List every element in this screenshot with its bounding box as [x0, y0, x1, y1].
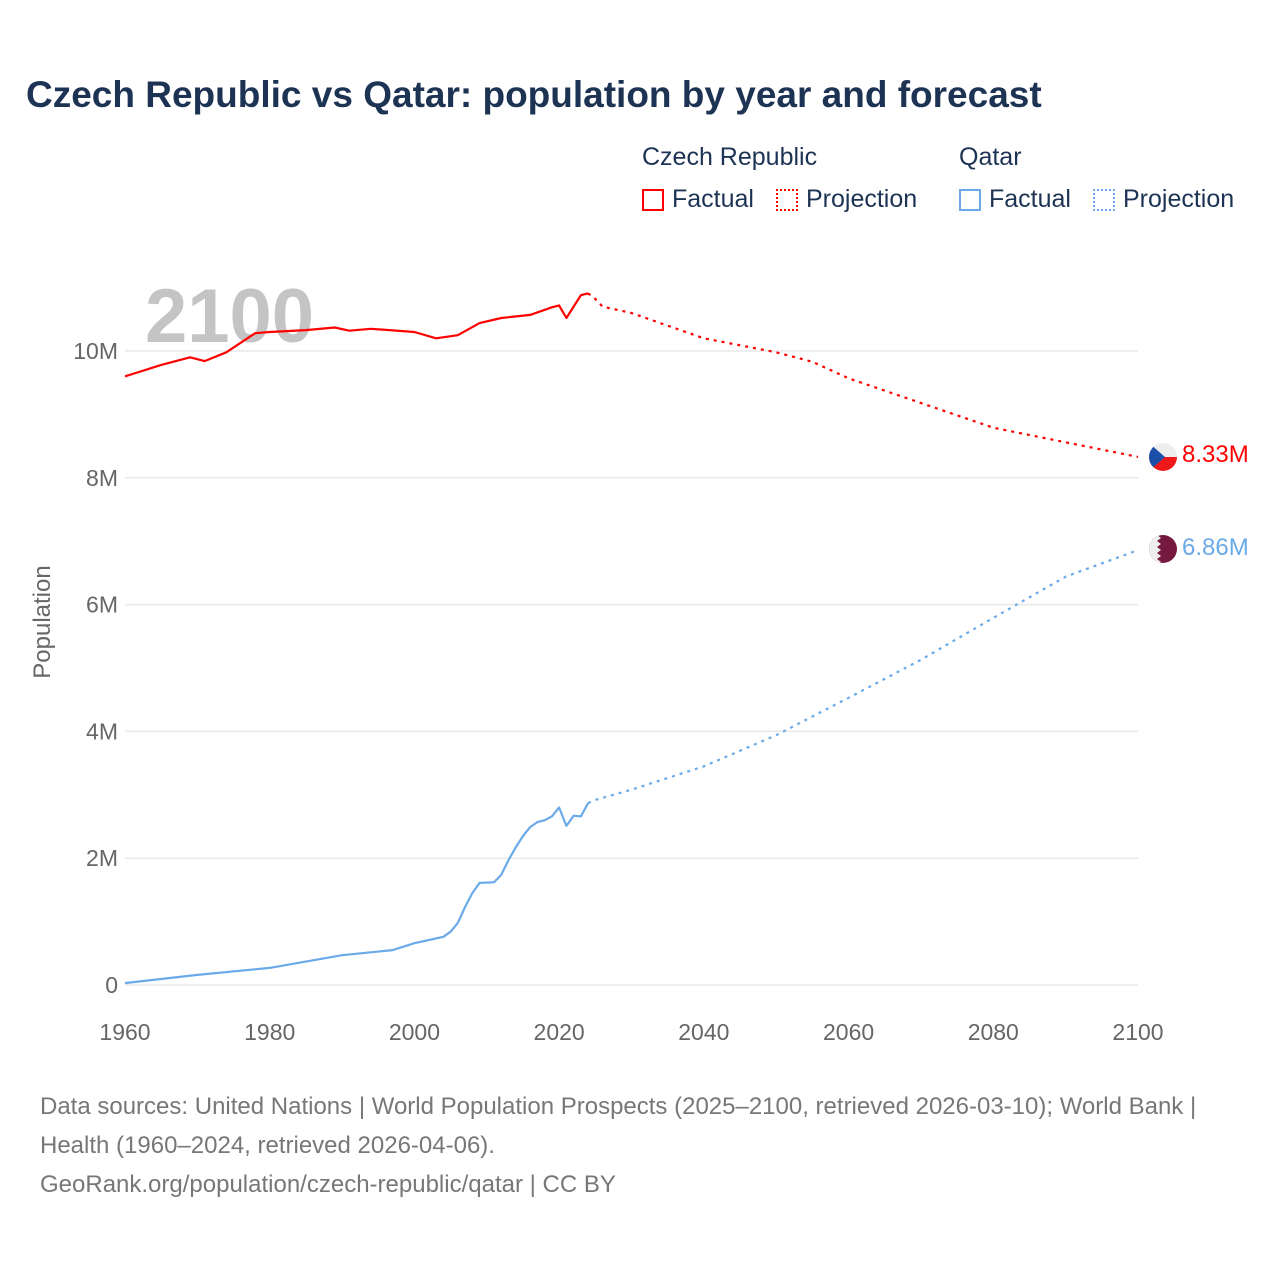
y-axis-label: Population	[29, 565, 56, 678]
legend-label: Factual	[989, 185, 1071, 213]
x-tick-label: 1980	[244, 1019, 295, 1045]
legend-label: Projection	[806, 185, 918, 213]
legend-qatar-projection[interactable]: Projection	[1093, 185, 1234, 214]
year-watermark: 2100	[145, 274, 314, 359]
czech-flag-icon	[1149, 443, 1177, 471]
legend-group-czech: Czech Republic	[642, 143, 818, 171]
chart-title: Czech Republic vs Qatar: population by y…	[26, 74, 1042, 115]
legend-swatch	[959, 188, 981, 211]
source-link[interactable]: GeoRank.org/population/czech-republic/qa…	[40, 1171, 616, 1198]
x-tick-label: 2080	[968, 1019, 1019, 1045]
footer: Data sources: United Nations | World Pop…	[40, 1087, 1240, 1204]
y-tick-label: 6M	[86, 592, 118, 618]
y-tick-label: 4M	[86, 718, 118, 744]
y-tick-label: 2M	[86, 845, 118, 871]
y-tick-label: 10M	[73, 338, 118, 364]
legend-label: Factual	[672, 185, 754, 213]
data-sources: Data sources: United Nations | World Pop…	[40, 1093, 1197, 1159]
y-tick-label: 0	[105, 972, 118, 998]
x-tick-label: 2060	[823, 1019, 874, 1045]
legend-swatch	[642, 188, 664, 211]
y-tick-label: 8M	[86, 465, 118, 491]
legend-czech-projection[interactable]: Projection	[776, 185, 917, 214]
x-tick-label: 2000	[389, 1019, 440, 1045]
series-1-projection-line	[587, 549, 1139, 805]
x-tick-label: 2020	[534, 1019, 585, 1045]
series-0-factual-line	[124, 292, 589, 378]
legend-group-qatar: Qatar	[959, 143, 1022, 171]
qatar-end-label: 6.86M	[1182, 534, 1249, 561]
x-tick-label: 1960	[99, 1019, 150, 1045]
legend-czech-factual[interactable]: Factual	[642, 185, 754, 214]
legend-swatch	[1093, 188, 1115, 211]
series-1-factual-line	[124, 802, 590, 985]
czech-end-label: 8.33M	[1182, 441, 1249, 468]
legend-label: Projection	[1123, 185, 1235, 213]
plot-area: 2100 0 2M 4M 6M 8M 10M 1960 1980 2000 2020 2040 206…	[29, 274, 1249, 1045]
legend-qatar-factual[interactable]: Factual	[959, 185, 1071, 214]
qatar-flag-icon	[1149, 535, 1177, 563]
series-0-projection-line	[587, 292, 1139, 458]
legend-swatch	[776, 188, 798, 211]
x-tick-label: 2100	[1112, 1019, 1163, 1045]
x-tick-label: 2040	[678, 1019, 729, 1045]
